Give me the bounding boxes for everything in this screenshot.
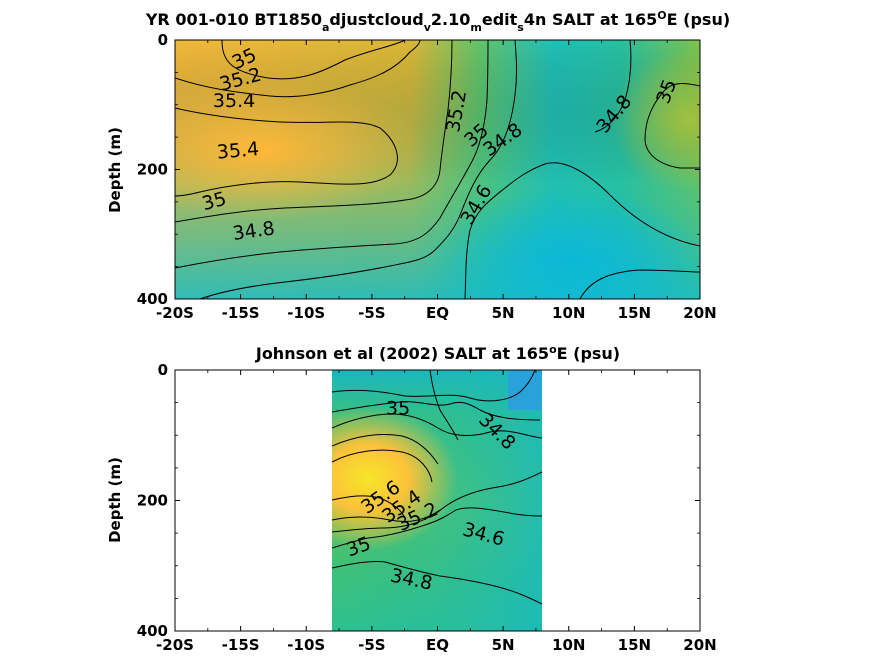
top-panel: YR 001-010 BT1850adjustcloudv2.10medits4… [106, 9, 730, 322]
bottom-contour-label: 35 [386, 398, 410, 420]
bottom-y-tick-label: 0 [158, 361, 168, 379]
bottom-salinity-field [332, 370, 542, 631]
top-salinity-field [175, 40, 700, 299]
top-x-tick-label: 20N [683, 304, 716, 322]
top-x-tick-label: -15S [222, 304, 260, 322]
top-y-tick-label: 0 [158, 31, 168, 49]
bottom-axis-ticks: -20S -15S -10S -5S EQ 5N 10N 15N 20N 0 200 400 [137, 361, 717, 654]
top-y-tick-label: 400 [137, 290, 168, 308]
bottom-panel: Johnson et al (2002) SALT at 165oE (psu)… [106, 343, 717, 654]
top-axis-ticks: -20S -15S -10S -5S EQ 5N 10N 15N 20N 0 200 400 [137, 31, 717, 322]
bottom-x-tick-label: -10S [287, 636, 325, 654]
bottom-y-tick-label: 200 [137, 492, 168, 510]
bottom-x-tick-label: EQ [426, 636, 449, 654]
bottom-x-tick-label: -15S [222, 636, 260, 654]
top-x-tick-label: 5N [492, 304, 515, 322]
bottom-x-tick-label: 5N [492, 636, 515, 654]
bottom-y-tick-label: 400 [137, 622, 168, 640]
bottom-x-tick-label: 15N [618, 636, 651, 654]
bottom-x-tick-label: 10N [552, 636, 585, 654]
top-x-tick-label: -20S [156, 304, 194, 322]
top-contour-label: 35.4 [213, 90, 255, 112]
top-y-axis-label: Depth (m) [106, 127, 124, 213]
top-contour-label: 35.4 [216, 138, 260, 164]
top-title: YR 001-010 BT1850adjustcloudv2.10medits4… [145, 9, 730, 34]
top-x-tick-label: 15N [618, 304, 651, 322]
top-x-tick-label: 10N [552, 304, 585, 322]
top-x-tick-label: EQ [426, 304, 449, 322]
top-x-tick-label: -10S [287, 304, 325, 322]
top-contours [175, 40, 700, 299]
bottom-y-axis-label: Depth (m) [106, 457, 124, 543]
top-x-tick-label: -5S [358, 304, 385, 322]
bottom-title: Johnson et al (2002) SALT at 165oE (psu) [255, 343, 620, 363]
bottom-x-tick-label: -5S [358, 636, 385, 654]
top-y-tick-label: 200 [137, 161, 168, 179]
bottom-x-tick-label: 20N [683, 636, 716, 654]
bottom-x-tick-label: -20S [156, 636, 194, 654]
bottom-contours [332, 370, 542, 605]
